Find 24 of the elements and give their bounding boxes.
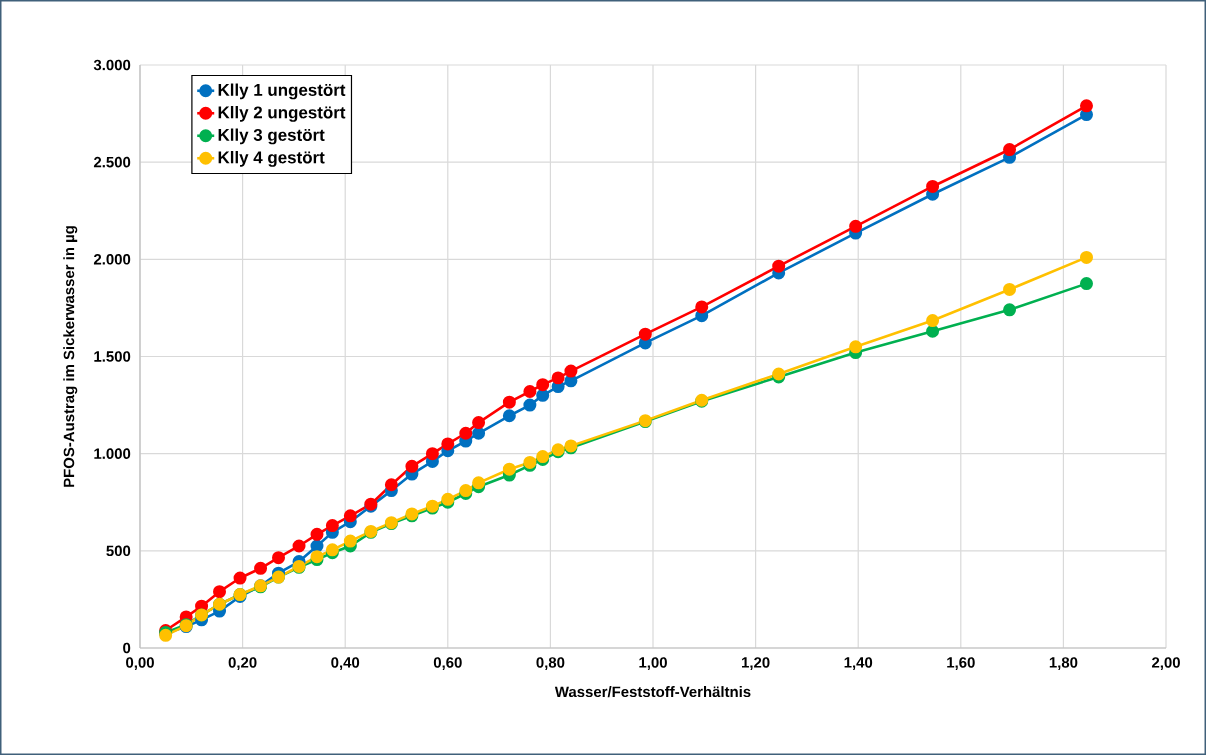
x-tick-label: 0,60 <box>433 657 462 670</box>
y-tick-label: 2.500 <box>93 156 131 168</box>
legend-label: Klly 3 gestört <box>218 128 325 145</box>
x-tick-label: 0,40 <box>331 657 360 670</box>
x-tick-label: 1,00 <box>639 657 667 670</box>
y-tick-label: 500 <box>106 545 131 557</box>
y-axis-title: PFOS-Austrag im Sickerwasser in µg <box>63 226 78 487</box>
x-tick-label: 1,20 <box>742 657 770 670</box>
y-tick-label: 1.000 <box>94 448 131 459</box>
legend-label: Klly 1 ungestört <box>218 83 346 100</box>
x-tick-label: 1,80 <box>1049 657 1078 670</box>
x-tick-label: 1,40 <box>844 657 873 670</box>
x-tick-label: 0,20 <box>228 657 257 670</box>
legend-label: Klly 4 gestört <box>218 151 325 167</box>
x-tick-label: 0,00 <box>126 657 154 670</box>
x-tick-label: 1,60 <box>947 657 975 670</box>
y-tick-label: 3.000 <box>93 59 131 71</box>
y-tick-label: 0 <box>123 642 131 654</box>
legend-label: Klly 2 ungestört <box>218 106 346 122</box>
y-tick-label: 2.000 <box>93 254 131 265</box>
y-tick-label: 1.500 <box>94 351 131 362</box>
x-tick-label: 0,80 <box>536 657 565 670</box>
x-tick-label: 2,00 <box>1151 657 1180 670</box>
x-axis-title: Wasser/Feststoff-Verhältnis <box>554 686 751 698</box>
